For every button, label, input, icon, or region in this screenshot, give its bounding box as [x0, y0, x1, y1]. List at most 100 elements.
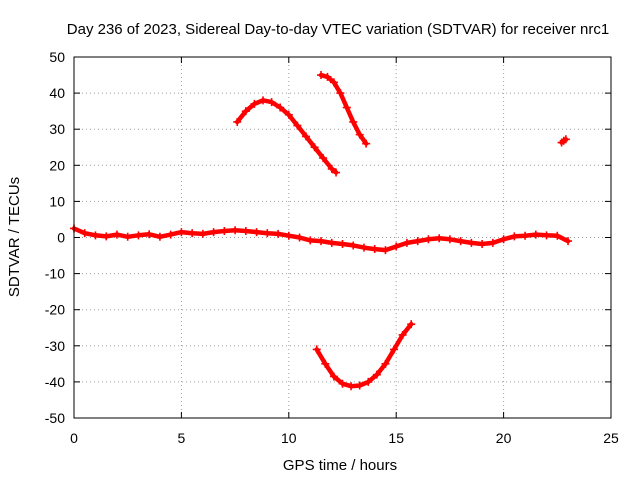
data-point	[259, 96, 268, 105]
y-tick-label: 30	[49, 121, 65, 137]
y-tick-label: 40	[49, 85, 65, 101]
data-point	[123, 232, 132, 241]
series-isolated-cluster	[557, 135, 570, 147]
data-point	[241, 107, 250, 116]
y-tick-label: -40	[45, 374, 65, 390]
series-near-zero-band	[70, 224, 573, 255]
data-point	[301, 132, 310, 141]
data-points	[70, 71, 573, 391]
y-tick-label: 50	[49, 49, 65, 65]
data-point	[252, 228, 261, 237]
data-point	[531, 230, 540, 239]
data-point	[293, 121, 302, 130]
data-point	[338, 379, 347, 388]
data-point	[445, 235, 454, 244]
data-point	[166, 230, 175, 239]
data-point	[306, 236, 315, 245]
data-point	[312, 345, 321, 354]
data-point	[424, 235, 433, 244]
y-tick-label: -50	[45, 410, 65, 426]
data-point	[250, 99, 259, 108]
x-tick-label: 10	[281, 430, 297, 446]
data-point	[407, 320, 416, 329]
data-point	[435, 234, 444, 243]
data-point	[364, 377, 373, 386]
data-point	[342, 103, 351, 112]
data-point	[310, 143, 319, 152]
data-point	[329, 78, 338, 87]
data-point	[349, 241, 358, 250]
data-point	[233, 117, 242, 126]
data-point	[488, 238, 497, 247]
data-point	[413, 237, 422, 246]
data-point	[112, 230, 121, 239]
data-point	[91, 231, 100, 240]
x-tick-label: 5	[178, 430, 186, 446]
y-tick-label: -30	[45, 338, 65, 354]
data-point	[332, 168, 341, 177]
data-point	[381, 246, 390, 255]
data-point	[267, 98, 276, 107]
data-point	[198, 229, 207, 238]
data-point	[80, 229, 89, 238]
data-point	[188, 229, 197, 238]
data-point	[347, 382, 356, 391]
x-axis-label: GPS time / hours	[283, 457, 397, 474]
data-point	[338, 239, 347, 248]
data-point	[553, 231, 562, 240]
data-point	[145, 230, 154, 239]
data-point	[370, 245, 379, 254]
x-tick-label: 20	[496, 430, 512, 446]
series-trace	[234, 98, 339, 175]
data-point	[284, 231, 293, 240]
series-lower-arc	[312, 320, 416, 391]
chart-title: Day 236 of 2023, Sidereal Day-to-day VTE…	[67, 21, 609, 38]
data-point	[349, 117, 358, 126]
data-point	[362, 139, 371, 148]
y-tick-label: 0	[57, 230, 65, 246]
data-point	[102, 232, 111, 241]
y-tick-label: -10	[45, 266, 65, 282]
data-point	[276, 103, 285, 112]
data-point	[390, 345, 399, 354]
data-point	[155, 232, 164, 241]
x-tick-label: 0	[70, 430, 78, 446]
data-point	[336, 89, 345, 98]
data-point	[134, 231, 143, 240]
data-point	[402, 238, 411, 247]
data-point	[321, 359, 330, 368]
y-axis-label: SDTVAR / TECUs	[6, 177, 23, 297]
series-upper-arc-B	[317, 71, 371, 148]
data-point	[359, 243, 368, 252]
y-tick-label: -20	[45, 302, 65, 318]
data-point	[177, 228, 186, 237]
data-point	[319, 154, 328, 163]
data-point	[381, 359, 390, 368]
data-point	[398, 330, 407, 339]
y-tick-label: 20	[49, 157, 65, 173]
data-point	[355, 381, 364, 390]
data-point	[392, 242, 401, 251]
data-point	[317, 237, 326, 246]
data-point	[478, 239, 487, 248]
data-point	[209, 228, 218, 237]
data-point	[521, 231, 530, 240]
y-tick-label: 10	[49, 193, 65, 209]
x-tick-label: 25	[603, 430, 619, 446]
data-point	[561, 135, 570, 144]
data-point	[564, 237, 573, 246]
data-point	[467, 238, 476, 247]
series-trace	[314, 321, 414, 389]
data-point	[241, 227, 250, 236]
data-point	[456, 237, 465, 246]
data-point	[355, 130, 364, 139]
data-point	[499, 235, 508, 244]
axis-ticks: 0 5 10 15 20 25 -50 -40 -30 -20 -10 0 10 20 30 40 50	[45, 49, 619, 446]
series-upper-arc-A	[233, 96, 341, 177]
data-point	[329, 372, 338, 381]
data-point	[510, 232, 519, 241]
data-point	[295, 233, 304, 242]
data-point	[327, 238, 336, 247]
data-point	[542, 231, 551, 240]
